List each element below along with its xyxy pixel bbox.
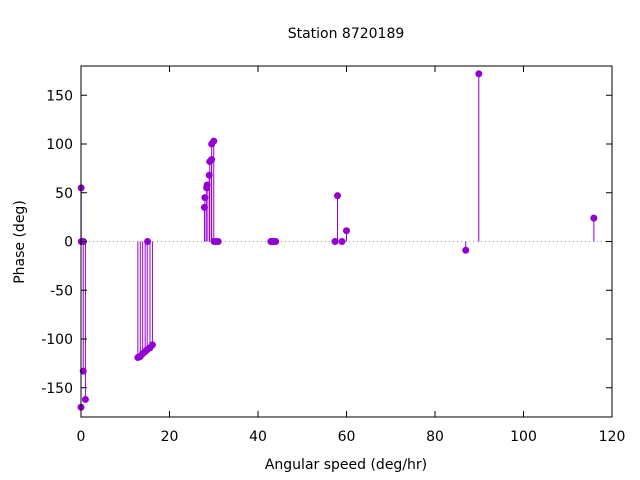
y-axis-title: Phase (deg) xyxy=(12,200,28,284)
x-axis-title: Angular speed (deg/hr) xyxy=(265,457,427,473)
data-point xyxy=(272,238,280,245)
data-point xyxy=(475,70,483,78)
x-tick-label: 0 xyxy=(77,429,86,445)
y-tick-label: -100 xyxy=(41,332,73,348)
data-point xyxy=(334,192,342,200)
data-point xyxy=(210,137,218,145)
data-point xyxy=(331,238,339,245)
data-point xyxy=(205,171,213,179)
y-tick-label: 50 xyxy=(55,186,73,202)
y-tick-label: -50 xyxy=(50,283,73,299)
data-point xyxy=(462,246,470,254)
x-tick-label: 40 xyxy=(249,429,267,445)
y-tick-label: 100 xyxy=(46,137,73,153)
data-point xyxy=(590,214,598,222)
data-point xyxy=(343,227,350,235)
data-point xyxy=(148,341,156,349)
x-tick-label: 60 xyxy=(338,429,356,445)
x-tick-label: 120 xyxy=(599,429,626,445)
x-tick-label: 20 xyxy=(161,429,179,445)
y-tick-label: 150 xyxy=(46,88,73,104)
x-tick-label: 80 xyxy=(426,429,444,445)
y-tick-label: 0 xyxy=(64,235,73,251)
x-tick-label: 100 xyxy=(510,429,537,445)
data-point xyxy=(81,395,89,403)
data-point xyxy=(338,238,346,245)
plot-area xyxy=(77,70,612,411)
axes: 0 20 40 60 80 100 120 -150 -100 -50 0 50 100 150 xyxy=(41,66,625,445)
data-point xyxy=(144,238,152,245)
y-tick-label: -150 xyxy=(41,381,73,397)
data-point xyxy=(214,238,222,245)
chart-title: Station 8720189 xyxy=(288,26,405,42)
